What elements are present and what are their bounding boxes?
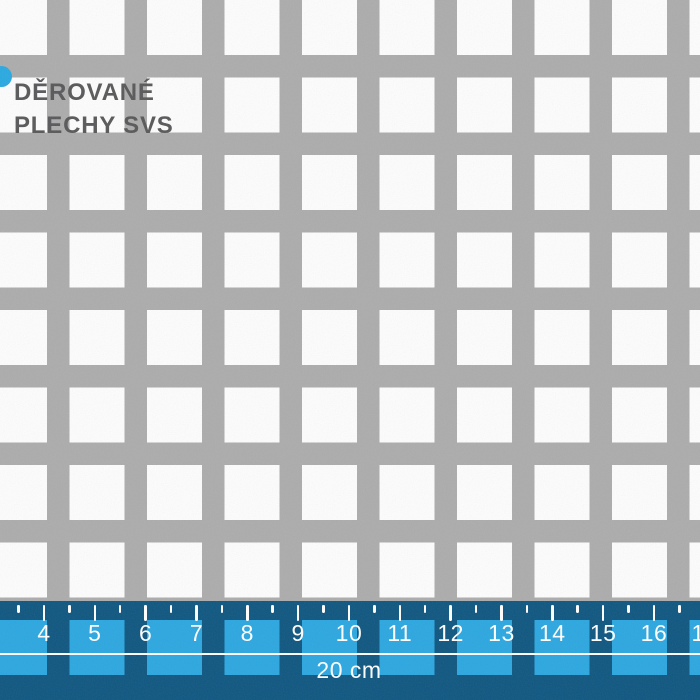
ruler-tick-minor — [17, 605, 20, 613]
ruler-tick-minor — [68, 605, 71, 613]
ruler-number: 13 — [488, 620, 515, 646]
ruler-tick-major — [347, 605, 351, 621]
ruler-tick-minor — [627, 605, 630, 613]
ruler-number: 10 — [335, 620, 363, 646]
ruler-number: 17 — [691, 620, 700, 646]
ruler-tick-major — [42, 605, 46, 621]
ruler-tick-minor — [220, 605, 224, 613]
ruler-number: 7 — [189, 620, 204, 646]
ruler-tick-minor — [576, 605, 579, 613]
ruler-number: 5 — [88, 620, 102, 646]
ruler-number: 16 — [640, 620, 668, 646]
ruler-baseline — [0, 653, 700, 655]
ruler-number: 4 — [37, 620, 51, 646]
ruler-tick-major — [652, 605, 656, 621]
logo-text-line2: PLECHY SVS — [14, 112, 174, 139]
logo-text-line1: DĚROVANÉ — [14, 79, 155, 106]
ruler-tick-major — [246, 605, 249, 621]
ruler-tick-major — [195, 605, 198, 621]
ruler-tick-minor — [423, 605, 427, 613]
ruler-tick-major — [93, 605, 97, 621]
ruler-tick-major — [601, 605, 605, 621]
ruler-tick-minor — [118, 605, 122, 613]
ruler-number: 14 — [539, 620, 566, 646]
ruler-number: 15 — [589, 620, 617, 646]
brand-logo: DĚROVANÉ PLECHY SVS — [0, 0, 260, 160]
ruler-tick-minor — [474, 605, 478, 613]
ruler-number: 9 — [291, 620, 305, 646]
ruler-tick-major — [551, 605, 554, 621]
ruler-number: 11 — [387, 620, 413, 646]
ruler-number: 8 — [240, 620, 254, 646]
measurement-ruler: 20 cm 4 5 6 7 8 9 10 11 12 13 14 15 16 17 — [0, 601, 700, 700]
ruler-number: 12 — [437, 620, 464, 646]
ruler-tick-minor — [169, 605, 173, 613]
logo-dot-icon — [0, 66, 12, 87]
ruler-tick-minor — [322, 605, 325, 613]
ruler-tick-minor — [525, 605, 529, 613]
ruler-tick-major — [500, 605, 503, 621]
ruler-tick-major — [449, 605, 452, 621]
ruler-unit-label: 20 cm — [316, 657, 382, 683]
ruler-tick-minor — [678, 605, 681, 613]
ruler-tick-minor — [271, 605, 274, 613]
ruler-tick-major — [398, 605, 402, 621]
ruler-tick-major — [144, 605, 147, 621]
ruler-tick-major — [296, 605, 300, 621]
ruler-tick-minor — [373, 605, 376, 613]
logo-text: DĚROVANÉ PLECHY SVS — [14, 76, 174, 142]
ruler-number: 6 — [139, 620, 153, 646]
